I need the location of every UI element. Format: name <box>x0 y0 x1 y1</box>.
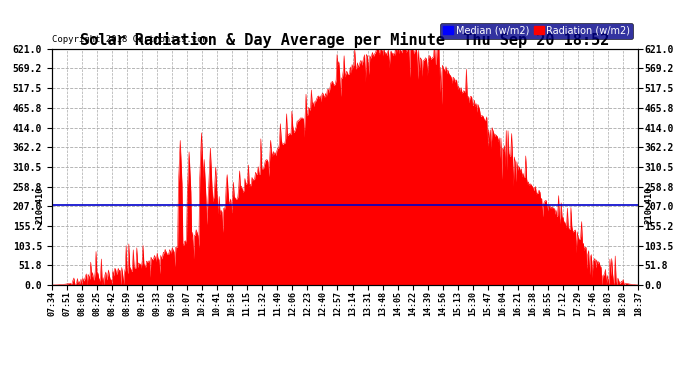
Text: 210.410: 210.410 <box>644 186 653 224</box>
Text: 210.410: 210.410 <box>35 186 44 224</box>
Legend: Median (w/m2), Radiation (w/m2): Median (w/m2), Radiation (w/m2) <box>440 23 633 39</box>
Title: Solar Radiation & Day Average per Minute  Thu Sep 20 18:52: Solar Radiation & Day Average per Minute… <box>80 32 610 48</box>
Text: Copyright 2018 Cartronics.com: Copyright 2018 Cartronics.com <box>52 35 208 44</box>
